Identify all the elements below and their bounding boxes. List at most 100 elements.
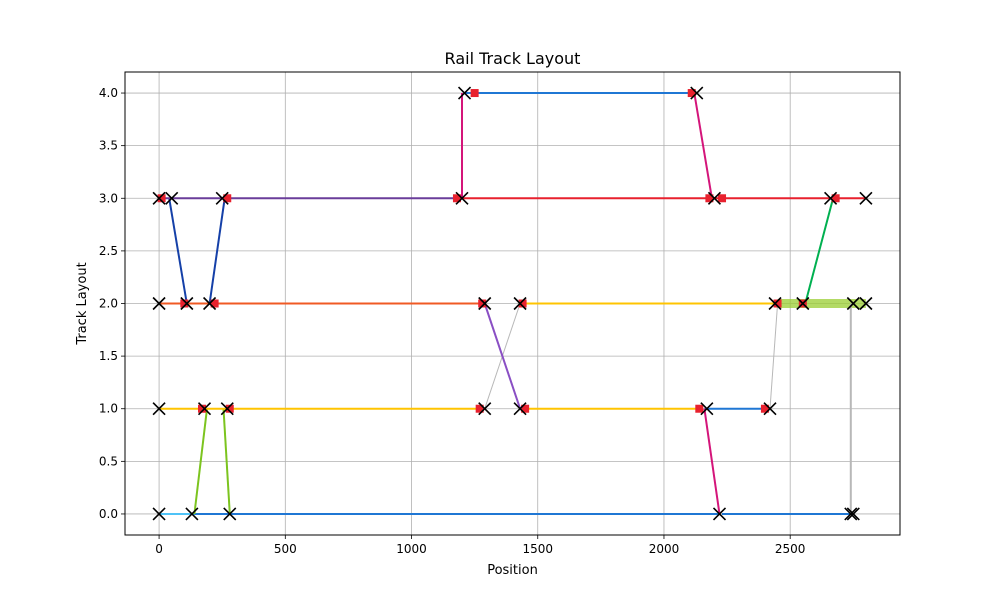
x-marker: [203, 296, 217, 311]
track-segment: [769, 303, 779, 409]
x-marker: [846, 507, 860, 521]
x-marker: [796, 296, 810, 311]
x-marker: [768, 296, 782, 311]
x-marker-stroke: [152, 296, 166, 311]
x-marker: [220, 402, 234, 416]
marker-group: [152, 86, 873, 521]
x-marker: [763, 402, 777, 416]
endpoint-marker: [157, 194, 166, 203]
endpoint-marker: [760, 404, 769, 413]
x-marker-stroke: [824, 191, 838, 205]
endpoint-marker: [223, 194, 232, 203]
x-marker: [513, 402, 527, 416]
endpoint-marker: [521, 404, 530, 413]
x-marker: [152, 402, 166, 416]
x-marker: [457, 86, 472, 100]
endpoint-marker: [210, 299, 219, 308]
y-tick-label: 2.5: [99, 244, 118, 258]
endpoint-marker: [831, 194, 840, 203]
x-marker: [223, 507, 237, 521]
endpoint-marker: [452, 194, 461, 203]
track-segment: [804, 198, 835, 304]
y-tick-label: 3.0: [99, 191, 118, 205]
endpoint-marker: [475, 404, 484, 413]
x-marker: [185, 507, 199, 521]
endpoint-marker: [773, 299, 782, 308]
x-marker-stroke: [152, 191, 166, 205]
x-marker: [215, 191, 229, 205]
y-tick-label: 4.0: [99, 86, 118, 100]
endpoint-marker: [470, 89, 479, 98]
y-axis-label: Track Layout: [75, 262, 90, 345]
endpoint-marker: [518, 299, 527, 308]
x-marker: [152, 191, 166, 205]
track-segment: [193, 408, 208, 515]
track-segment: [168, 198, 188, 304]
track-segment: [483, 303, 522, 410]
x-marker: [844, 507, 858, 521]
chart-title: Rail Track Layout: [445, 49, 581, 68]
x-marker-stroke: [768, 296, 782, 311]
x-tick-label: 2000: [649, 542, 680, 556]
x-marker: [690, 86, 704, 100]
x-marker: [707, 191, 722, 205]
endpoint-marker: [718, 194, 727, 203]
endpoint-marker: [478, 299, 487, 308]
y-tick-label: 1.0: [99, 402, 118, 416]
x-marker-stroke: [513, 296, 527, 311]
x-marker: [859, 191, 873, 205]
track-segment: [703, 408, 721, 515]
x-marker-stroke: [152, 507, 166, 521]
x-marker: [859, 296, 873, 311]
y-tick-label: 3.5: [99, 139, 118, 153]
x-marker-stroke: [220, 402, 234, 416]
endpoint-marker: [705, 194, 714, 203]
y-tick-label: 1.5: [99, 349, 118, 363]
track-segment: [222, 408, 231, 515]
x-marker: [513, 296, 527, 311]
x-marker-stroke: [455, 191, 469, 205]
x-marker: [180, 296, 194, 311]
track-segment: [208, 198, 226, 304]
x-marker-stroke: [185, 507, 199, 521]
x-marker: [712, 507, 727, 521]
x-marker: [478, 296, 492, 311]
x-marker-stroke: [859, 191, 873, 205]
x-tick-label: 1000: [396, 542, 427, 556]
endpoint-marker: [225, 404, 234, 413]
x-tick-label: 500: [274, 542, 297, 556]
x-marker: [700, 402, 714, 416]
x-marker-stroke: [165, 191, 179, 205]
x-marker-stroke: [700, 402, 714, 416]
x-marker: [165, 191, 179, 205]
x-marker-stroke: [846, 296, 860, 311]
y-tick-label: 0.5: [99, 454, 118, 468]
x-marker-stroke: [859, 296, 873, 311]
x-marker-stroke: [197, 402, 212, 416]
x-marker: [846, 296, 860, 311]
endpoint-marker: [197, 404, 206, 413]
x-tick-label: 0: [155, 542, 163, 556]
x-marker-stroke: [763, 402, 777, 416]
x-marker-stroke: [712, 507, 727, 521]
x-marker-stroke: [846, 507, 860, 521]
x-marker-stroke: [203, 296, 217, 311]
x-marker-stroke: [513, 402, 527, 416]
x-marker-stroke: [215, 191, 229, 205]
x-tick-label: 1500: [522, 542, 553, 556]
y-tick-label: 0.0: [99, 507, 118, 521]
x-marker: [197, 402, 212, 416]
x-marker-stroke: [180, 296, 194, 311]
x-marker-stroke: [152, 402, 166, 416]
x-marker: [478, 402, 492, 416]
x-axis-label: Position: [487, 563, 538, 578]
x-marker: [152, 507, 166, 521]
x-tick-label: 2500: [775, 542, 806, 556]
x-marker-stroke: [478, 296, 492, 311]
endpoint-marker: [687, 89, 696, 98]
x-marker: [152, 296, 166, 311]
endpoint-marker: [695, 404, 704, 413]
x-marker: [824, 191, 838, 205]
x-marker: [455, 191, 469, 205]
